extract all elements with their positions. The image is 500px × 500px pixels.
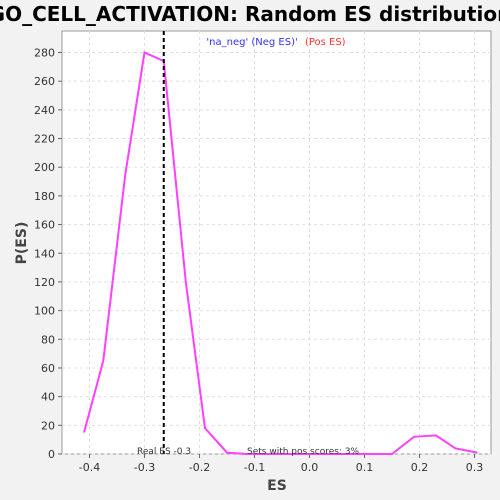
y-tick-label: 200 bbox=[34, 161, 55, 174]
y-tick-label: 20 bbox=[41, 419, 55, 432]
x-axis-label: ES bbox=[267, 478, 287, 494]
y-tick-label: 180 bbox=[34, 190, 55, 203]
chart-title: GO_CELL_ACTIVATION: Random ES distributi… bbox=[0, 2, 500, 26]
x-tick-label: 0.0 bbox=[301, 461, 319, 474]
x-tick-label: 0.1 bbox=[356, 461, 374, 474]
y-tick-label: 40 bbox=[41, 391, 55, 404]
y-tick-label: 140 bbox=[34, 247, 55, 260]
y-tick-label: 240 bbox=[34, 104, 55, 117]
y-tick-label: 280 bbox=[34, 47, 55, 60]
real-es-annotation: Real ES -0.3 bbox=[137, 447, 191, 457]
legend-neg-entry: 'na_neg' (Neg ES)' bbox=[206, 37, 297, 48]
x-tick-label: -0.3 bbox=[134, 461, 155, 474]
y-tick-label: 120 bbox=[34, 276, 55, 289]
x-tick-label: -0.4 bbox=[79, 461, 100, 474]
pos-sets-annotation: Sets with pos scores: 3% bbox=[247, 447, 360, 457]
y-tick-label: 220 bbox=[34, 133, 55, 146]
y-tick-label: 160 bbox=[34, 219, 55, 232]
series-line bbox=[83, 51, 478, 455]
x-tick-label: -0.2 bbox=[189, 461, 210, 474]
y-axis-ticks: 0 20 40 60 80 100 120 140 160 180 200 220 240 260 280 bbox=[34, 47, 62, 461]
plot-area bbox=[61, 30, 492, 455]
x-axis-ticks: -0.4 -0.3 -0.2 -0.1 0.0 0.1 0.2 0.3 bbox=[79, 454, 483, 474]
y-tick-label: 0 bbox=[48, 448, 55, 461]
x-tick-label: -0.1 bbox=[244, 461, 265, 474]
y-tick-label: 260 bbox=[34, 75, 55, 88]
y-axis-label: P(ES) bbox=[14, 222, 30, 265]
y-tick-label: 80 bbox=[41, 333, 55, 346]
x-tick-label: 0.2 bbox=[411, 461, 429, 474]
y-tick-label: 100 bbox=[34, 305, 55, 318]
y-tick-label: 60 bbox=[41, 362, 55, 375]
x-tick-label: 0.3 bbox=[466, 461, 484, 474]
legend-pos-entry: (Pos ES) bbox=[305, 37, 346, 48]
legend: 'na_neg' (Neg ES)' (Pos ES) bbox=[206, 37, 345, 48]
grid bbox=[62, 31, 491, 455]
